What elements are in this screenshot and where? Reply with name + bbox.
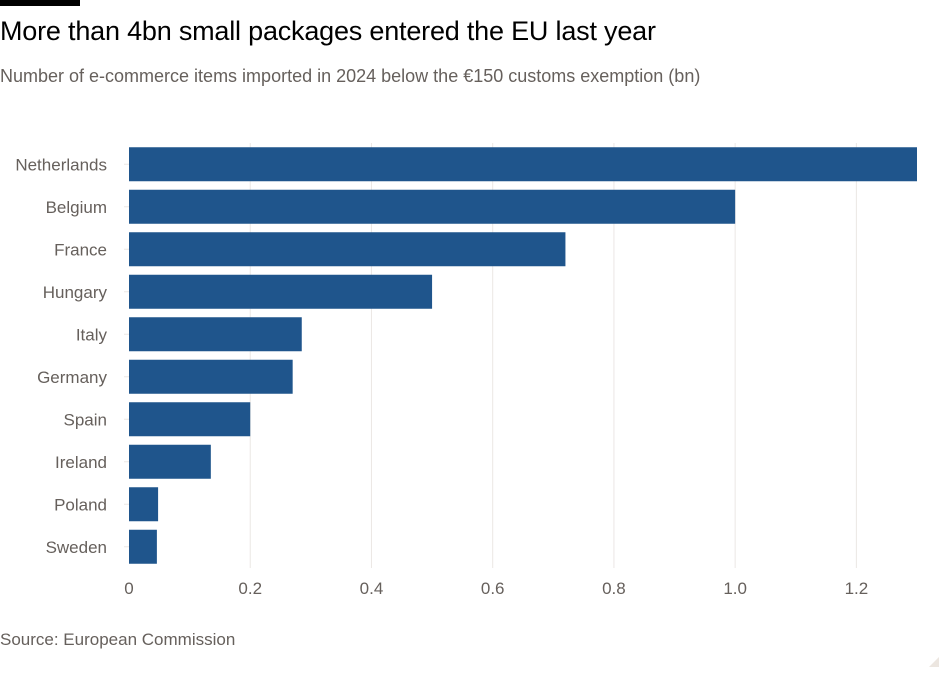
category-label: Italy [76,325,108,344]
x-tick-label: 1.2 [845,579,869,598]
category-label: France [54,240,107,259]
category-labels: Netherlands Belgium France Hungary Italy Germ… [15,155,107,557]
category-label: Ireland [55,453,107,472]
brand-bar [0,0,80,6]
category-label: Belgium [46,198,107,217]
category-label: Sweden [46,538,107,557]
x-tick-label: 0.8 [602,579,626,598]
bar-germany [129,359,293,394]
chart-subtitle: Number of e-commerce items imported in 2… [0,66,701,86]
x-tick-label: 1.0 [723,579,747,598]
bar-sweden [129,529,157,564]
bars [129,147,917,564]
bar-ireland [129,444,211,479]
bar-spain [129,402,251,437]
chart-title: More than 4bn small packages entered the… [0,16,656,46]
category-label: Netherlands [15,155,107,174]
x-tick-label: 0.2 [238,579,262,598]
source-note: Source: European Commission [0,630,236,649]
category-label: Poland [54,495,107,514]
x-tick-label: 0 [124,579,133,598]
bar-france [129,232,566,267]
bar-hungary [129,274,433,309]
x-tick-label: 0.6 [481,579,505,598]
category-label: Hungary [43,283,108,302]
bar-netherlands [129,147,917,182]
resize-corner [929,657,939,667]
bar-poland [129,487,159,522]
x-tick-label: 0.4 [360,579,384,598]
category-label: Spain [64,410,107,429]
x-axis-ticks: 0 0.2 0.4 0.6 0.8 1.0 1.2 [124,579,868,598]
bar-belgium [129,189,736,224]
category-label: Germany [37,368,107,387]
bar-italy [129,317,302,352]
